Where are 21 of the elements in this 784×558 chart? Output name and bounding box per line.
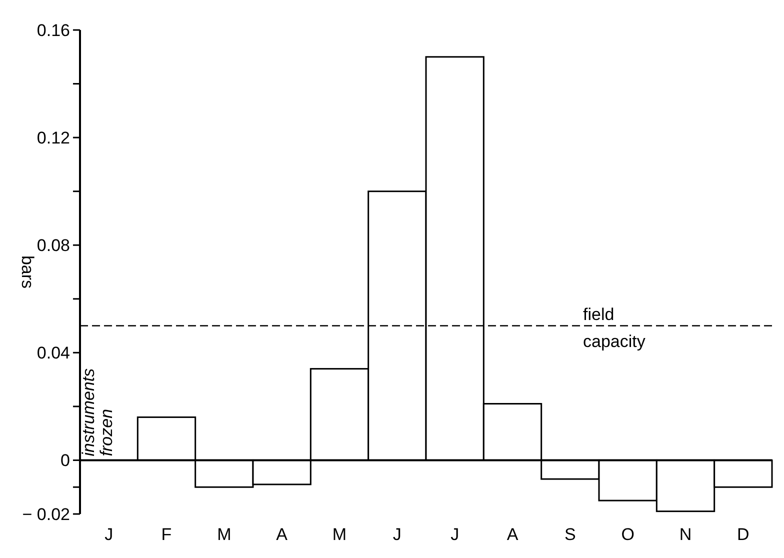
y-tick-label: 0.04 [36, 344, 70, 363]
x-tick-label: M [217, 525, 232, 544]
y-tick-label: 0.12 [36, 128, 70, 148]
y-tick-label: 0 [60, 451, 70, 470]
x-tick-label: J [104, 525, 114, 544]
y-axis-title: bars [18, 255, 37, 289]
y-tick-label: 0.16 [36, 20, 70, 40]
x-tick-label: A [276, 525, 288, 544]
x-tick-label: J [392, 525, 402, 544]
y-tick-label: 0.08 [36, 236, 70, 256]
ref-line-label: field capacity [583, 304, 646, 351]
x-tick-label: M [332, 525, 347, 544]
x-tick-label: J [450, 525, 460, 544]
annotation: instruments frozen [79, 368, 116, 456]
x-tick-label: O [621, 525, 634, 544]
x-tick-label: D [737, 525, 750, 544]
x-tick-label: S [564, 525, 576, 544]
y-tick-label: − 0.02 [22, 504, 70, 524]
x-tick-label: A [506, 525, 519, 544]
x-tick-label: N [679, 525, 692, 544]
x-tick-label: F [161, 525, 172, 544]
